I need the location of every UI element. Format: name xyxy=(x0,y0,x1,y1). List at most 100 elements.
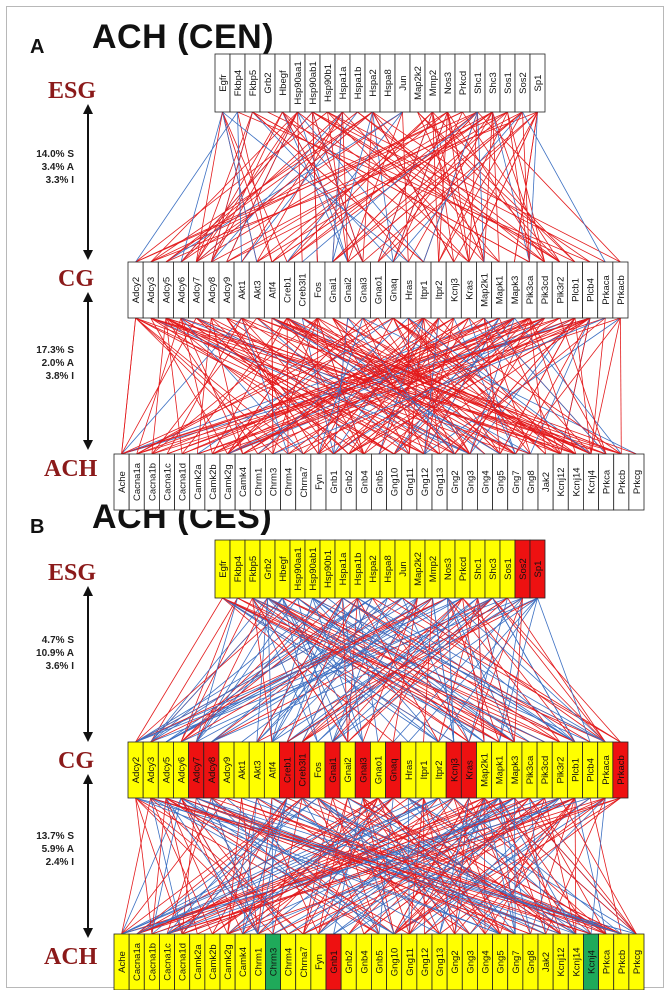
gene-label: Ache xyxy=(117,951,128,973)
gene-label: Prkacb xyxy=(616,275,627,305)
gene-node-hras: Hras xyxy=(400,741,417,799)
edge-line xyxy=(303,317,515,455)
edge-line xyxy=(423,317,622,455)
gene-node-nos3: Nos3 xyxy=(439,53,456,113)
gene-label: Fyn xyxy=(314,954,325,970)
gene-box xyxy=(612,261,629,319)
panel-a-stats-top: 14.0% S 3.4% A 3.3% I xyxy=(12,148,74,187)
gene-node-kcnj14: Kcnj14 xyxy=(567,453,584,511)
gene-node-gng8: Gng8 xyxy=(522,933,539,990)
gene-label: Akt3 xyxy=(252,280,263,299)
gene-label: Hsp90b1 xyxy=(323,550,334,588)
gene-label: Gng2 xyxy=(450,950,461,973)
edge-line xyxy=(222,597,394,743)
gene-label: Prkcg xyxy=(632,950,643,974)
gene-label: Itpr1 xyxy=(419,280,430,299)
gene-node-prkacb: Prkacb xyxy=(612,261,629,319)
gene-label: Cacna1c xyxy=(163,463,174,501)
gene-node-ache: Ache xyxy=(113,933,130,990)
gene-node-hsp90ab1: Hsp90ab1 xyxy=(304,539,321,599)
gene-node-cacna1d: Cacna1d xyxy=(174,933,191,990)
gene-label: Gng8 xyxy=(526,470,537,493)
gene-label: Map2k1 xyxy=(480,753,491,787)
edge-line xyxy=(590,317,606,455)
gene-label: Adcy9 xyxy=(222,757,233,783)
gene-label: Chrm3 xyxy=(269,468,280,497)
gene-label: Ache xyxy=(117,471,128,493)
gene-node-hbegf: Hbegf xyxy=(274,539,291,599)
edge-line xyxy=(135,797,153,935)
gene-label: Fos xyxy=(313,282,324,298)
edge-line xyxy=(252,597,318,743)
gene-label: Map2k2 xyxy=(413,552,424,586)
edge-line xyxy=(165,797,259,935)
edge-line xyxy=(483,797,577,935)
arrow-head-down xyxy=(83,440,93,450)
edge-line xyxy=(165,111,508,263)
gene-label: Mapk1 xyxy=(495,756,506,785)
gene-label: Chrm1 xyxy=(253,468,264,497)
gene-label: Atf4 xyxy=(267,762,278,779)
gene-label: Grb2 xyxy=(263,72,274,93)
gene-node-akt1: Akt1 xyxy=(233,741,250,799)
gene-label: Hsp90ab1 xyxy=(308,547,319,590)
edge-line xyxy=(286,597,523,743)
gene-node-chrna7: Chrna7 xyxy=(295,453,312,511)
gene-node-gnao1: Gnao1 xyxy=(370,261,386,319)
edge-line xyxy=(372,111,455,263)
gene-node-gng13: Gng13 xyxy=(431,933,448,990)
arrow-head-up xyxy=(83,586,93,596)
gene-label: Camk2a xyxy=(193,944,204,980)
gene-node-gnb2: Gnb2 xyxy=(340,933,357,990)
gene-label: Gng5 xyxy=(496,470,507,493)
edge-line xyxy=(498,797,577,935)
edge-line xyxy=(529,317,577,455)
gene-node-chrm4: Chrm4 xyxy=(280,453,297,511)
gene-node-fkbp5: Fkbp5 xyxy=(244,53,261,113)
gene-label: Gnai2 xyxy=(343,277,354,302)
gene-label: Gnb4 xyxy=(359,470,370,493)
gene-node-fos: Fos xyxy=(309,741,326,799)
gene-node-gnai2: Gnai2 xyxy=(339,741,356,799)
gene-label: Prkcd xyxy=(458,557,469,581)
edge-line xyxy=(447,597,455,743)
gene-label: Adcy8 xyxy=(207,277,218,303)
gene-label: Adcy9 xyxy=(222,277,233,303)
edge-line xyxy=(424,797,561,935)
gene-node-cacna1b: Cacna1b xyxy=(143,453,160,511)
gene-label: Hsp90aa1 xyxy=(293,61,304,104)
gene-node-pik3ca: Pik3ca xyxy=(521,741,538,799)
gene-label: Akt1 xyxy=(237,760,248,779)
gene-node-prkcg: Prkcg xyxy=(628,933,645,990)
gene-node-hsp90ab1: Hsp90ab1 xyxy=(304,53,321,113)
gene-node-fyn: Fyn xyxy=(310,933,327,990)
edge-line xyxy=(165,317,395,455)
edge-line xyxy=(377,111,538,263)
edge-line xyxy=(392,317,577,455)
gene-node-egfr: Egfr xyxy=(214,539,231,599)
gene-label: Mapk3 xyxy=(510,276,521,305)
gene-node-kcnj14: Kcnj14 xyxy=(567,933,584,990)
gene-node-mmp2: Mmp2 xyxy=(424,53,441,113)
edge-line xyxy=(222,597,560,743)
gene-label: Creb1 xyxy=(283,277,294,303)
gene-label: Gng13 xyxy=(435,948,446,977)
gene-label: Prkca xyxy=(602,949,613,974)
gene-label: Jak2 xyxy=(541,952,552,972)
gene-node-shc3: Shc3 xyxy=(484,539,501,599)
edge-line xyxy=(121,317,136,455)
edge-line xyxy=(237,111,242,263)
gene-node-adcy9: Adcy9 xyxy=(218,261,235,319)
gene-label: Fkbp4 xyxy=(233,70,244,96)
gene-label: Gnb1 xyxy=(329,470,340,493)
gene-node-creb1: Creb1 xyxy=(279,741,296,799)
gene-label: Adcy5 xyxy=(161,277,172,303)
gene-node-prkcg: Prkcg xyxy=(628,453,645,511)
edge-line xyxy=(197,797,485,935)
edge-line xyxy=(332,111,373,263)
gene-label: Prkacb xyxy=(616,755,627,785)
stat-line: 3.6% I xyxy=(45,661,74,672)
gene-label: Kcnj4 xyxy=(587,470,598,494)
gene-label: Hsp90ab1 xyxy=(308,61,319,104)
gene-node-prkcd: Prkcd xyxy=(454,539,471,599)
